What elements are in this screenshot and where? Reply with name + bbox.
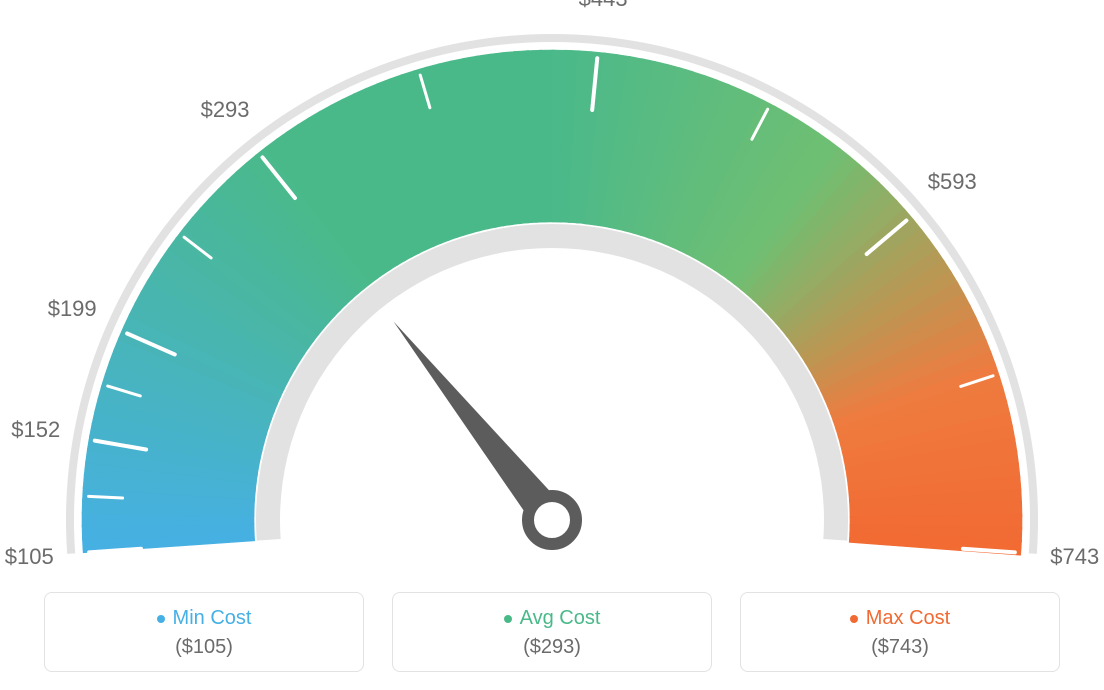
legend-dot-avg (504, 615, 512, 623)
legend-value-avg: ($293) (403, 636, 701, 659)
gauge-tick-label: $199 (48, 296, 97, 322)
legend-card-max: Max Cost ($743) (740, 592, 1060, 672)
gauge-svg (0, 0, 1104, 560)
legend-title-min: Min Cost (157, 607, 252, 630)
legend-title-avg: Avg Cost (504, 607, 601, 630)
legend-dot-max (850, 615, 858, 623)
cost-gauge: $105$152$199$293$443$593$743 (0, 0, 1104, 560)
legend-title-max: Max Cost (850, 607, 950, 630)
legend-value-min: ($105) (55, 636, 353, 659)
gauge-tick-label: $443 (579, 0, 628, 12)
gauge-tick-label: $152 (11, 417, 60, 443)
legend-card-avg: Avg Cost ($293) (392, 592, 712, 672)
legend-label-avg: Avg Cost (520, 607, 601, 630)
gauge-tick-label: $105 (5, 544, 54, 570)
legend-label-min: Min Cost (173, 607, 252, 630)
legend-dot-min (157, 615, 165, 623)
gauge-tick-label: $293 (201, 97, 250, 123)
legend-label-max: Max Cost (866, 607, 950, 630)
legend-value-max: ($743) (751, 636, 1049, 659)
gauge-tick-label: $593 (928, 169, 977, 195)
gauge-tick-label: $743 (1050, 544, 1099, 570)
legend-row: Min Cost ($105) Avg Cost ($293) Max Cost… (0, 592, 1104, 672)
legend-card-min: Min Cost ($105) (44, 592, 364, 672)
